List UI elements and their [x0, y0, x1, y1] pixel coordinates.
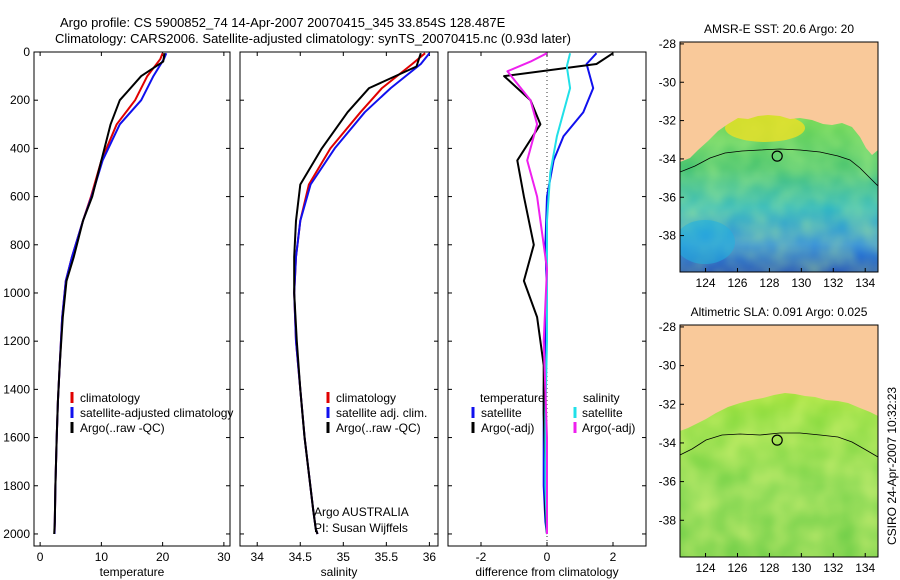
sst-warm-patch	[725, 114, 805, 142]
legend-label: climatology	[336, 391, 396, 405]
map-y-tick-label: -36	[659, 475, 677, 489]
sla-map	[680, 325, 878, 557]
x-tick-label: 34.5	[289, 550, 313, 564]
sst-map-title: AMSR-E SST: 20.6 Argo: 20	[704, 22, 854, 36]
legend-header-salinity: salinity	[583, 391, 620, 405]
map-y-tick-label: -28	[659, 37, 677, 51]
map-y-tick-label: -28	[659, 320, 677, 334]
x-tick-label: 20	[156, 550, 170, 564]
land-mass	[680, 325, 878, 431]
sla-map-frame	[679, 324, 879, 558]
sst-map-axes: 124 126 128 130 132 134 -28 -30 -32 -34 -36 -38	[659, 37, 876, 290]
sst-map	[680, 42, 878, 272]
legend-label: satellite	[582, 406, 623, 420]
plot-frame	[33, 51, 231, 547]
argo-float-marker	[771, 150, 783, 162]
legend-label: satellite	[481, 406, 522, 420]
series-line-argo-raw-qc-	[53, 53, 166, 535]
figure-title-line1: Argo profile: CS 5900852_74 14-Apr-2007 …	[60, 15, 506, 30]
series-line-satellite	[542, 52, 598, 535]
map-y-tick-label: -34	[659, 152, 677, 166]
y-tick-label: 1800	[3, 479, 30, 493]
y-tick-label: 0	[23, 45, 30, 59]
argo-float-marker	[771, 434, 783, 446]
series-line-argo-adj-	[506, 52, 548, 534]
y-tick-label: 200	[10, 93, 30, 107]
side-timestamp: CSIRO 24-Apr-2007 10:32:23	[885, 387, 899, 545]
legend-label: Argo(..raw -QC)	[336, 421, 421, 435]
x-axis-label: temperature	[100, 565, 165, 579]
y-tick-label: 1000	[3, 286, 30, 300]
y-tick-label: 600	[10, 190, 30, 204]
y-tick-label: 2000	[3, 527, 30, 541]
sla-map-axes: 124 126 128 130 132 134 -28 -30 -32 -34 -36 -38	[659, 320, 876, 575]
map-x-tick-label: 126	[727, 561, 747, 575]
sst-contour	[680, 148, 878, 187]
sst-cool-patch	[680, 220, 735, 264]
map-x-tick-label: 128	[759, 561, 779, 575]
map-x-tick-label: 128	[759, 276, 779, 290]
y-tick-label: 1600	[3, 431, 30, 445]
map-y-tick-label: -32	[659, 397, 677, 411]
map-y-tick-label: -38	[659, 229, 677, 243]
legend-header-temperature: temperature	[480, 391, 545, 405]
map-x-tick-label: 126	[727, 276, 747, 290]
map-y-tick-label: -34	[659, 436, 677, 450]
x-axis-label: salinity	[321, 565, 358, 579]
map-y-tick-label: -30	[659, 75, 677, 89]
sst-map-frame	[679, 41, 879, 273]
x-tick-label: 35.5	[375, 550, 399, 564]
map-x-tick-label: 124	[696, 561, 716, 575]
figure-title-line2: Climatology: CARS2006. Satellite-adjuste…	[55, 31, 571, 46]
sla-map-title: Altimetric SLA: 0.091 Argo: 0.025	[691, 305, 868, 319]
map-x-tick-label: 124	[696, 276, 716, 290]
map-y-tick-label: -30	[659, 359, 677, 373]
x-tick-label: 35	[337, 550, 351, 564]
map-x-tick-label: 134	[855, 561, 875, 575]
y-tick-label: 1400	[3, 382, 30, 396]
sla-contour	[680, 432, 878, 458]
x-tick-label: 34	[251, 550, 265, 564]
map-y-tick-label: -32	[659, 114, 677, 128]
map-x-tick-label: 132	[823, 276, 843, 290]
x-tick-label: 0	[544, 550, 551, 564]
map-y-tick-label: -38	[659, 513, 677, 527]
credit-line-2: PI: Susan Wijffels	[314, 521, 408, 535]
map-x-tick-label: 134	[855, 276, 875, 290]
series-line-satellite	[544, 52, 572, 535]
map-y-tick-label: -36	[659, 190, 677, 204]
x-axis-label: difference from climatology	[475, 565, 618, 579]
legend-label: Argo(-adj)	[481, 421, 534, 435]
land-mass	[680, 42, 878, 162]
salinity-legend: climatology satellite adj. clim. Argo(..…	[326, 391, 427, 435]
legend-label: Argo(..raw -QC)	[80, 421, 165, 435]
plot-frame	[239, 51, 439, 547]
salinity-profile-panel: 34 34.5 35 35.5 36 salinity	[239, 51, 439, 579]
y-tick-label: 800	[10, 238, 30, 252]
y-tick-label: 1200	[3, 334, 30, 348]
x-tick-label: 10	[95, 550, 109, 564]
y-tick-label: 400	[10, 141, 30, 155]
legend-label: satellite adj. clim.	[336, 406, 427, 420]
legend-label: satellite-adjusted climatology	[80, 406, 233, 420]
x-tick-label: 30	[217, 550, 231, 564]
x-tick-label: 0	[37, 550, 44, 564]
temperature-profile-panel: 0 200 400 600 800 1000 1200 1400 1600 1800 2000 0 10…	[3, 45, 231, 579]
difference-legend: temperature salinity satellite Argo(-adj…	[471, 391, 635, 435]
x-tick-label: 36	[423, 550, 437, 564]
legend-label: Argo(-adj)	[582, 421, 635, 435]
legend-label: climatology	[80, 391, 140, 405]
map-x-tick-label: 130	[791, 561, 811, 575]
x-tick-label: 2	[610, 550, 617, 564]
map-x-tick-label: 130	[791, 276, 811, 290]
credit-line-1: Argo AUSTRALIA	[314, 505, 409, 519]
series-line-argo-raw-qc-	[293, 52, 422, 535]
temperature-legend: climatology satellite-adjusted climatolo…	[70, 391, 233, 435]
map-x-tick-label: 132	[823, 561, 843, 575]
x-tick-label: -2	[476, 550, 487, 564]
